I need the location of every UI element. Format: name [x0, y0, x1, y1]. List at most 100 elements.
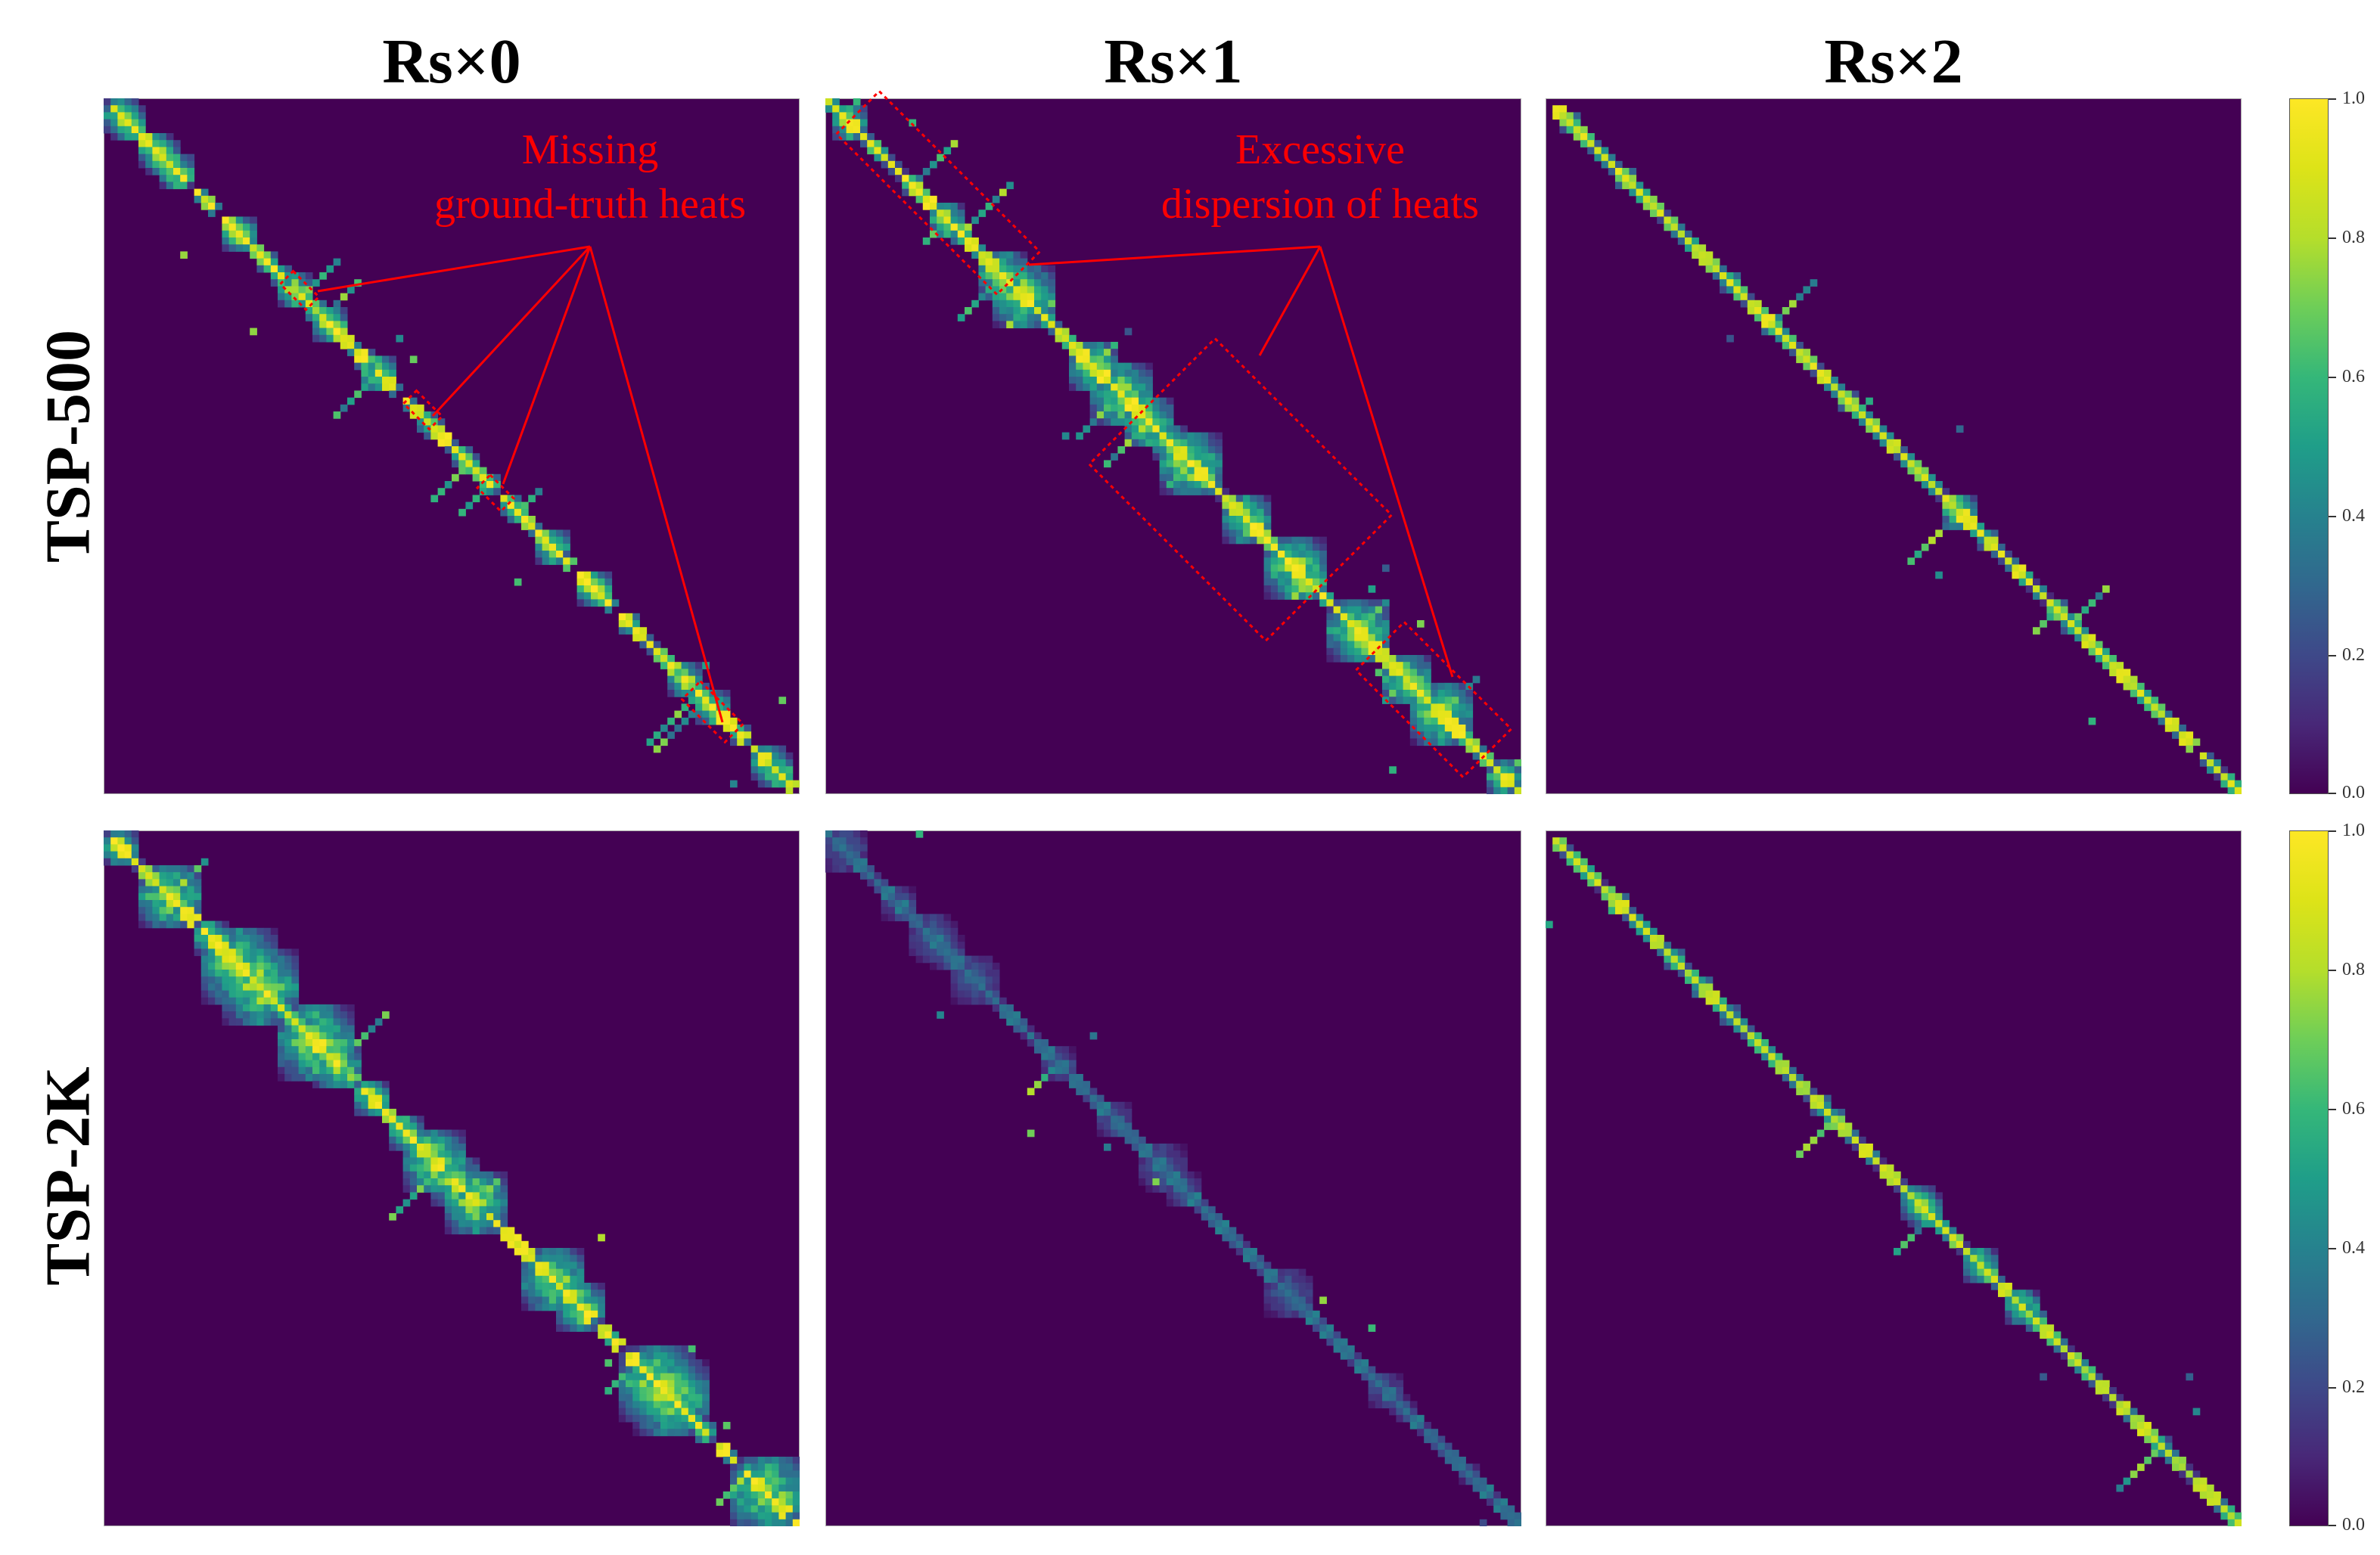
heatmap-cell — [2109, 669, 2117, 677]
heatmap-cell — [1705, 251, 1714, 259]
heatmap-cell — [1187, 473, 1195, 482]
heatmap-cell — [1396, 682, 1404, 691]
heatmap-cell — [1424, 1436, 1431, 1444]
heatmap-cell — [1089, 362, 1098, 371]
heatmap-cell — [681, 1401, 689, 1409]
heatmap-cell — [333, 1011, 341, 1019]
heatmap-cell — [2095, 1387, 2103, 1395]
heatmap-cell — [194, 879, 202, 887]
heatmap-cell — [1201, 481, 1209, 489]
heatmap-cell — [452, 453, 459, 461]
heatmap-cell — [778, 697, 787, 704]
heatmap-cell — [737, 1512, 744, 1520]
heatmap-cell — [1493, 1498, 1501, 1506]
heatmap-cell — [895, 907, 903, 914]
heatmap-cell — [702, 1359, 710, 1367]
heatmap-cell — [943, 920, 952, 929]
heatmap-cell — [930, 962, 937, 970]
heatmap-cell — [1180, 1185, 1188, 1193]
heatmap-cell — [1956, 1248, 1964, 1255]
heatmap-cell — [922, 948, 931, 957]
heatmap-cell — [930, 927, 937, 936]
heatmap-cell — [278, 955, 285, 964]
heatmap-cell — [2040, 599, 2047, 607]
heatmap-cell — [1270, 585, 1279, 593]
heatmap-cell — [702, 1422, 710, 1429]
heatmap-cell — [347, 1011, 355, 1019]
heatmap-cell — [319, 1011, 327, 1019]
heatmap-cell — [284, 1066, 292, 1075]
heatmap-cell — [1677, 970, 1686, 977]
heatmap-cell — [765, 752, 772, 760]
heatmap-cell — [846, 858, 854, 866]
heatmap-cell — [2164, 1449, 2173, 1457]
heatmap-cell — [326, 321, 334, 329]
heatmap-cell — [1396, 655, 1404, 663]
heatmap-cell — [1048, 279, 1056, 287]
heatmap-cell — [604, 592, 613, 600]
col-title-rs0: Rs×0 — [382, 26, 521, 97]
heatmap-cell — [1139, 418, 1146, 426]
heatmap-cell — [1500, 780, 1508, 788]
heatmap-cell — [430, 425, 439, 433]
heatmap-cell — [1566, 858, 1574, 866]
heatmap-cell — [2095, 655, 2103, 663]
heatmap-cell — [138, 140, 146, 147]
heatmap-cell — [305, 272, 313, 280]
heatmap-cell — [909, 886, 917, 894]
heatmap-cell — [368, 362, 376, 371]
heatmap-cell — [278, 1018, 285, 1026]
heatmap-cell — [305, 286, 313, 294]
heatmap-cell — [2088, 1380, 2096, 1388]
heatmap-cell — [1173, 1144, 1181, 1151]
heatmap-cell — [2192, 1484, 2201, 1492]
heatmap-cell — [1949, 508, 1957, 517]
heatmap-cell — [646, 1408, 654, 1416]
heatmap-cell — [1139, 390, 1146, 399]
heatmap-cell — [250, 990, 257, 998]
heatmap-cell — [583, 1303, 592, 1311]
heatmap-cell — [1340, 627, 1348, 635]
heatmap-cell — [2234, 1512, 2242, 1520]
heatmap-cell — [1194, 1199, 1202, 1207]
heatmap-cell — [1034, 1039, 1042, 1047]
heatmap-cell — [1431, 703, 1439, 712]
heatmap-cell — [1166, 446, 1174, 454]
heatmap-cell — [2095, 647, 2103, 656]
heatmap-cell — [1452, 725, 1459, 732]
heatmap-cell — [695, 1380, 703, 1388]
heatmap-cell — [832, 858, 840, 866]
heatmap-cell — [104, 98, 111, 106]
heatmap-cell — [458, 1178, 466, 1186]
heatmap-cell — [1104, 1122, 1111, 1131]
heatmap-cell — [792, 1491, 800, 1499]
heatmap-cell — [1622, 900, 1630, 908]
heatmap-cell — [744, 1512, 752, 1520]
heatmap-cell — [1444, 1457, 1453, 1464]
heatmap-cell — [430, 1171, 439, 1179]
heatmap-cell — [396, 334, 404, 343]
heatmap-cell — [757, 1477, 766, 1485]
heatmap-cell — [716, 697, 724, 704]
heatmap-cell — [430, 1178, 439, 1186]
heatmap-cell — [1382, 634, 1390, 642]
heatmap-cell — [104, 844, 111, 852]
heatmap-cell — [1409, 717, 1418, 725]
heatmap-cell — [957, 997, 965, 1005]
heatmap-cell — [1096, 418, 1105, 426]
heatmap-cell — [235, 983, 244, 992]
heatmap-cell — [131, 126, 139, 134]
heatmap-cell — [228, 237, 237, 245]
heatmap-cell — [1782, 1074, 1790, 1082]
heatmap-cell — [291, 948, 300, 957]
heatmap-cell — [417, 1164, 424, 1172]
heatmap-cell — [340, 1039, 348, 1047]
heatmap-cell — [2151, 1436, 2159, 1444]
heatmap-cell — [563, 1303, 570, 1311]
heatmap-cell — [548, 1303, 557, 1311]
heatmap-cell — [1894, 453, 1901, 461]
heatmap-cell — [1131, 397, 1139, 405]
heatmap-cell — [915, 188, 924, 197]
heatmap-cell — [2060, 606, 2068, 614]
heatmap-cell — [458, 1227, 466, 1235]
